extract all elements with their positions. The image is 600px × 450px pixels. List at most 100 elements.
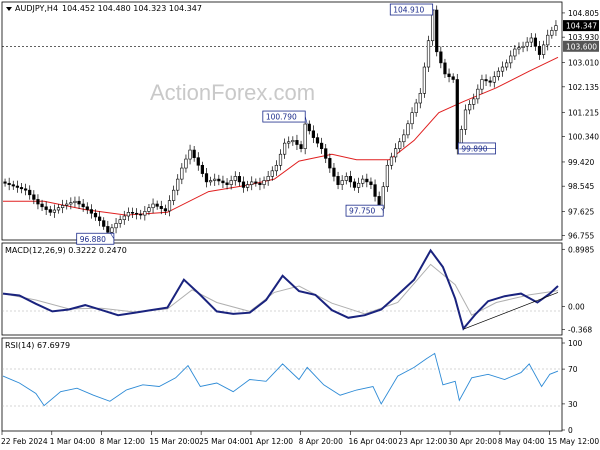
candle bbox=[373, 184, 377, 197]
annotation-connector bbox=[304, 116, 308, 125]
candle bbox=[328, 158, 332, 169]
candle bbox=[225, 182, 229, 185]
macd-signal-line bbox=[2, 263, 559, 316]
candle bbox=[320, 142, 324, 149]
candle bbox=[299, 144, 303, 149]
candle bbox=[410, 112, 414, 125]
macd-line bbox=[2, 248, 559, 331]
candle bbox=[488, 80, 492, 83]
candle bbox=[126, 212, 130, 217]
candle bbox=[418, 93, 422, 104]
candle bbox=[233, 176, 237, 181]
candle bbox=[15, 185, 19, 188]
candle bbox=[492, 76, 496, 83]
candle bbox=[98, 216, 102, 221]
candle bbox=[463, 109, 468, 130]
annotation-connector bbox=[380, 207, 384, 211]
candle bbox=[77, 200, 81, 205]
candle bbox=[114, 223, 118, 229]
candle bbox=[451, 76, 455, 80]
price-tick-label: 104.805 bbox=[568, 9, 599, 18]
moving-average-line bbox=[3, 56, 559, 216]
price-annotation: 97.750 bbox=[345, 204, 384, 217]
candle bbox=[180, 167, 184, 180]
candle bbox=[192, 149, 196, 158]
candle bbox=[56, 207, 61, 211]
candle bbox=[139, 213, 143, 216]
candle bbox=[389, 156, 394, 166]
candle bbox=[7, 182, 11, 185]
candle bbox=[151, 203, 155, 209]
candle bbox=[19, 187, 24, 190]
rsi-tick-label: 0 bbox=[568, 426, 573, 435]
candle bbox=[204, 173, 209, 183]
price-tick-label: 100.340 bbox=[568, 132, 599, 141]
candle bbox=[422, 66, 426, 94]
candle bbox=[307, 123, 311, 132]
macd-panel[interactable] bbox=[1, 242, 563, 336]
candle bbox=[336, 176, 340, 185]
candle bbox=[529, 37, 533, 43]
candle bbox=[89, 209, 93, 214]
candle bbox=[172, 189, 176, 201]
candle bbox=[525, 41, 529, 47]
candle bbox=[369, 181, 373, 185]
candle bbox=[435, 9, 439, 53]
price-annotation: 104.910 bbox=[389, 3, 435, 16]
candle bbox=[480, 79, 484, 90]
rsi-tick-label: 100 bbox=[568, 339, 583, 348]
rsi-panel[interactable] bbox=[1, 337, 563, 432]
candle bbox=[209, 180, 213, 183]
candle bbox=[61, 205, 65, 209]
macd-tick-label: 0.8985 bbox=[568, 245, 594, 254]
candle bbox=[513, 48, 517, 57]
candle bbox=[496, 70, 500, 78]
candle bbox=[443, 62, 447, 75]
candle bbox=[28, 189, 32, 196]
candle bbox=[85, 206, 89, 210]
candle bbox=[311, 130, 315, 138]
chart-ohlc-values: 104.452 104.480 104.323 104.347 bbox=[62, 4, 202, 13]
candle bbox=[365, 178, 369, 183]
candle bbox=[550, 30, 554, 36]
candle bbox=[32, 194, 36, 200]
candle bbox=[106, 226, 110, 233]
candle bbox=[147, 207, 151, 212]
candle bbox=[254, 181, 258, 184]
price-tick-label: 103.010 bbox=[568, 59, 599, 68]
candle bbox=[135, 212, 139, 215]
price-annotation: 99.890 bbox=[457, 142, 496, 155]
x-tick-label: 30 Apr 20:00 bbox=[448, 437, 497, 446]
candle bbox=[521, 45, 525, 48]
macd-title: MACD(12,26,9) 0.3222 0.2470 bbox=[5, 246, 127, 255]
candle bbox=[250, 181, 254, 185]
candle bbox=[505, 62, 509, 68]
level-price-box bbox=[563, 40, 599, 52]
candle bbox=[221, 180, 225, 184]
candle bbox=[40, 203, 44, 208]
x-tick-label: 16 Apr 04:00 bbox=[349, 437, 398, 446]
candle bbox=[517, 47, 521, 50]
price-tick-label: 101.215 bbox=[568, 108, 599, 117]
annotation-label: 97.750 bbox=[349, 207, 375, 216]
x-tick-label: 8 Mar 12:00 bbox=[100, 437, 146, 446]
candle bbox=[472, 98, 476, 105]
candle bbox=[361, 178, 365, 184]
candle bbox=[357, 182, 361, 188]
candle bbox=[52, 209, 56, 213]
x-tick-label: 25 Mar 04:00 bbox=[199, 437, 249, 446]
candle bbox=[258, 182, 262, 185]
candle bbox=[439, 51, 443, 64]
candle bbox=[69, 202, 73, 205]
candle bbox=[278, 153, 283, 166]
candle bbox=[184, 158, 188, 169]
axes-layer: 104.805 103.930 103.010 102.135 101.215 100.3… bbox=[1, 9, 599, 446]
candle bbox=[65, 203, 69, 206]
candle bbox=[455, 79, 459, 150]
x-tick-label: 1 Mar 04:00 bbox=[50, 437, 96, 446]
candle bbox=[73, 200, 77, 203]
x-tick-label: 1 Apr 12:00 bbox=[249, 437, 293, 446]
candle bbox=[102, 220, 106, 227]
annotation-label: 104.910 bbox=[393, 6, 424, 15]
dropdown-triangle-icon[interactable] bbox=[6, 7, 12, 11]
